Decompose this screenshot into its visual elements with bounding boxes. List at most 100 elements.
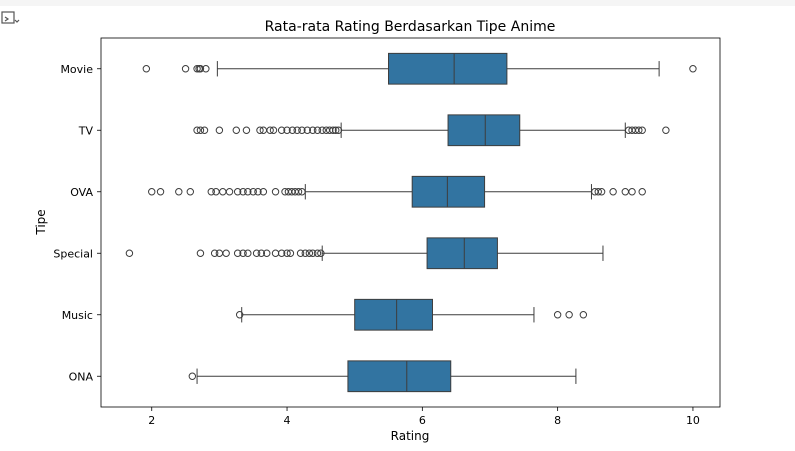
box-movie [388,52,508,85]
outlier-point [609,188,617,196]
outlier-point [210,249,219,257]
y-tick-label: OVA [70,186,93,199]
outlier-point [305,249,314,257]
outlier-point [125,249,134,257]
outlier-point [181,65,190,73]
outlier-point [635,126,643,134]
outlier-point [219,188,227,196]
outlier-point [294,188,303,196]
outlier-point [565,311,573,319]
x-tick-label: 8 [554,414,561,427]
outlier-point [232,126,241,134]
outlier-point [196,65,205,73]
outlier-point [212,188,220,196]
outlier-point [283,249,291,257]
outlier-point [196,249,205,257]
outlier-point [252,249,261,257]
outlier-point [288,126,297,134]
outlier-point [249,188,257,196]
y-axis-label: Tipe [34,209,48,235]
outlier-point [553,311,562,319]
outlier-point [196,126,205,134]
outlier-point [317,249,325,257]
outlier-point [263,249,271,257]
outlier-point [579,311,588,319]
outlier-point [244,249,252,257]
chart-title: Rata-rata Rating Berdasarkan Tipe Anime [265,19,556,35]
outlier-point [303,126,312,134]
outlier-point [269,126,278,134]
outlier-point [286,249,295,257]
outlier-point [309,249,317,257]
notebook-top-bar [0,0,795,6]
box-special [426,237,498,270]
outlier-point [628,188,636,196]
outlier-point [298,126,306,134]
outlier-point [271,188,280,196]
outlier-point [256,126,264,134]
outlier-point [156,188,165,196]
box-tv [447,114,521,147]
outlier-point [239,188,247,196]
outlier-point [313,126,322,134]
x-axis-label: Rating [391,429,430,443]
box-ona [347,360,452,393]
outlier-point [254,188,262,196]
outlier-point [621,188,629,196]
outlier-point [215,126,224,134]
outlier-point [242,126,251,134]
outlier-point [296,249,305,257]
y-tick-label: Movie [60,63,93,76]
outlier-point [175,188,183,196]
outlier-point [309,126,317,134]
outlier-point [215,249,224,257]
outlier-point [638,126,646,134]
box-ova [411,175,486,208]
outlier-point [186,188,194,196]
outlier-point [638,188,646,196]
outlier-point [277,126,286,134]
outlier-point [597,188,606,196]
y-tick-label: ONA [69,370,94,383]
outlier-point [193,126,201,134]
outlier-point [202,65,210,73]
outlier-point [142,65,151,73]
y-tick-label: Music [62,309,93,322]
outlier-point [689,65,697,73]
outlier-point [188,372,197,380]
outlier-point [239,249,247,257]
outlier-point [332,126,340,134]
x-tick-label: 6 [419,414,426,427]
outlier-point [313,249,322,257]
outlier-point [298,188,306,196]
outlier-point [662,126,670,134]
x-tick-label: 2 [148,414,155,427]
outlier-point [318,126,326,134]
x-tick-label: 4 [284,414,291,427]
plot-area: 2 4 6 8 10 Movie TV OVA Special Music ONA [53,52,700,427]
outlier-point [225,188,234,196]
outlier-point [266,126,274,134]
outlier-point [233,188,242,196]
outlier-point [257,249,266,257]
output-toggle-icon[interactable] [0,8,20,28]
outlier-point [244,188,252,196]
outlier-point [594,188,602,196]
outlier-point [293,126,301,134]
y-tick-label: Special [53,247,93,260]
outlier-point [329,126,337,134]
outlier-point [235,311,244,319]
outlier-point [200,126,209,134]
outlier-point [283,126,291,134]
x-tick-label: 10 [686,414,700,427]
outlier-point [222,249,230,257]
outlier-point [193,65,201,73]
outlier-point [271,249,280,257]
outlier-point [334,126,343,134]
outlier-point [277,249,286,257]
box-music [354,298,433,331]
outlier-point [207,188,215,196]
outlier-point [233,249,242,257]
outlier-point [259,188,268,196]
